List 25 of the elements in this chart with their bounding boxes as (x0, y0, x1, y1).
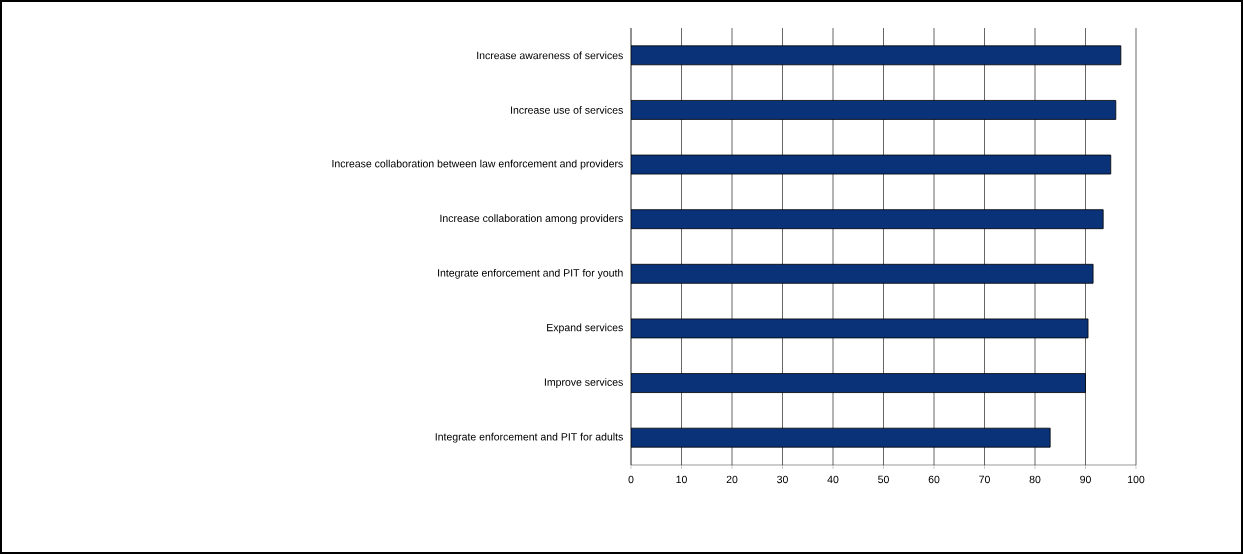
y-tick-label: Increase collaboration among providers (440, 214, 623, 225)
x-tick-label: 60 (928, 475, 940, 484)
x-tick-label: 10 (676, 475, 687, 484)
y-tick-label: Increase use of services (511, 106, 623, 114)
x-tick-label: 80 (1029, 475, 1041, 484)
bar (631, 45, 1122, 66)
bar (631, 427, 1051, 448)
x-tick-label: 40 (827, 475, 839, 484)
x-tick-label: 100 (1128, 475, 1145, 484)
x-tick-label: 20 (726, 475, 738, 484)
x-tick-label: 70 (979, 475, 990, 484)
y-tick-label: Improve services (544, 378, 623, 388)
y-tick-label: Increase awareness of services (477, 51, 623, 60)
x-tick-label: 0 (628, 475, 634, 484)
y-tick-label: Integrate enforcement and PIT for youth (438, 268, 623, 279)
x-tick-label: 30 (777, 475, 788, 484)
bar (631, 209, 1104, 230)
y-tick-label: Increase collaboration between law enforcement and providers (332, 159, 623, 170)
bar (631, 263, 1094, 284)
y-tick-label: Expand services (547, 323, 623, 334)
x-tick-label: 90 (1080, 475, 1091, 484)
y-tick-label: Integrate enforcement and PIT for adults (435, 432, 623, 443)
bar (631, 100, 1117, 120)
x-tick-label: 50 (878, 475, 889, 484)
bar (631, 373, 1086, 393)
